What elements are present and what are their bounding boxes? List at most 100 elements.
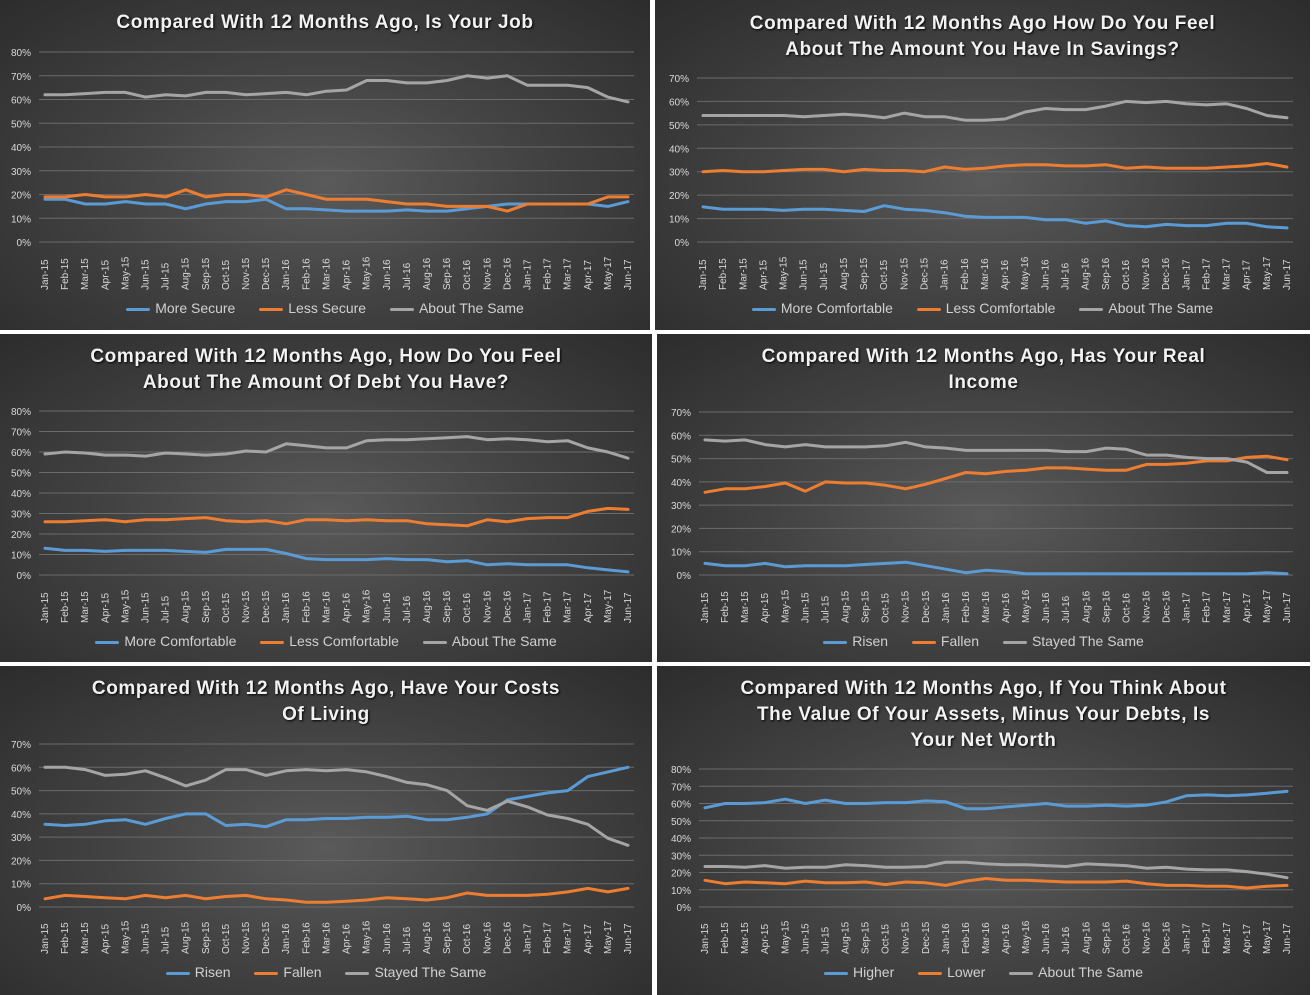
data-point bbox=[606, 450, 610, 454]
chart-title-line: Compared With 12 Months Ago, Is Your Job bbox=[116, 12, 534, 33]
data-point bbox=[285, 188, 288, 191]
data-point bbox=[244, 823, 248, 826]
data-point bbox=[1064, 164, 1067, 168]
data-point bbox=[1185, 794, 1188, 797]
y-tick-label: 30% bbox=[671, 501, 691, 512]
data-point bbox=[864, 880, 867, 884]
data-point bbox=[365, 198, 368, 201]
data-point bbox=[1024, 804, 1028, 807]
data-point bbox=[546, 813, 549, 817]
x-tick-label: Jan-16 bbox=[281, 592, 292, 623]
data-point bbox=[626, 766, 630, 769]
data-point bbox=[43, 766, 47, 769]
data-point bbox=[1145, 463, 1148, 466]
x-tick-label: Oct-15 bbox=[879, 260, 890, 290]
data-point bbox=[964, 807, 968, 810]
data-point bbox=[764, 801, 767, 804]
data-point bbox=[285, 442, 288, 445]
data-point bbox=[1084, 222, 1087, 225]
data-point bbox=[703, 806, 707, 810]
x-tick-label: Apr-17 bbox=[583, 924, 594, 954]
legend-swatch bbox=[165, 971, 190, 975]
data-point bbox=[345, 209, 348, 213]
data-point bbox=[1044, 864, 1048, 867]
y-tick-label: 50% bbox=[11, 469, 31, 480]
data-point bbox=[1044, 879, 1048, 883]
data-point bbox=[1024, 879, 1028, 882]
x-tick-label: Jan-17 bbox=[522, 592, 533, 623]
data-point bbox=[1225, 794, 1228, 797]
data-point bbox=[1003, 164, 1007, 168]
y-tick-label: 10% bbox=[11, 551, 31, 562]
x-tick-label: Jan-15 bbox=[40, 923, 51, 954]
data-point bbox=[365, 816, 368, 819]
data-point bbox=[1265, 114, 1269, 117]
x-tick-label: Jun-16 bbox=[1041, 923, 1052, 954]
y-tick-label: 30% bbox=[11, 833, 31, 844]
chart-legend: More Secure Less Secure About The Same bbox=[0, 300, 650, 316]
y-tick-label: 0% bbox=[677, 903, 692, 914]
data-point bbox=[325, 518, 328, 521]
y-tick-label: 40% bbox=[11, 143, 31, 154]
data-point bbox=[224, 452, 228, 456]
data-point bbox=[586, 775, 589, 778]
y-tick-label: 60% bbox=[671, 431, 691, 442]
data-point bbox=[305, 193, 308, 196]
data-point bbox=[425, 558, 429, 561]
x-tick-label: Jan-16 bbox=[281, 259, 292, 290]
data-point bbox=[944, 884, 948, 887]
x-tick-label: Jun-16 bbox=[382, 923, 393, 954]
data-point bbox=[506, 437, 509, 440]
data-point bbox=[184, 894, 187, 897]
data-point bbox=[144, 95, 147, 99]
data-point bbox=[903, 208, 906, 211]
y-tick-label: 60% bbox=[11, 448, 31, 459]
data-point bbox=[1044, 466, 1048, 470]
data-point bbox=[1185, 572, 1188, 576]
data-point bbox=[486, 894, 489, 897]
x-tick-label: Apr-16 bbox=[342, 924, 353, 954]
x-tick-label: May-16 bbox=[362, 920, 373, 954]
x-tick-label: Aug-16 bbox=[1081, 257, 1092, 290]
legend-item: More Secure bbox=[126, 300, 235, 316]
chart-panel-job: Compared With 12 Months Ago, Is Your Job… bbox=[0, 0, 650, 330]
data-point bbox=[104, 774, 107, 777]
x-tick-label: Jun-15 bbox=[799, 259, 810, 290]
data-point bbox=[486, 563, 489, 566]
chart-title: Compared With 12 Months Ago, Have Your C… bbox=[0, 676, 652, 728]
data-point bbox=[425, 437, 429, 440]
data-point bbox=[1085, 862, 1088, 866]
data-point bbox=[762, 208, 765, 211]
data-point bbox=[1205, 572, 1208, 576]
y-tick-label: 10% bbox=[671, 886, 691, 897]
x-tick-label: Feb-17 bbox=[1202, 922, 1213, 954]
data-point bbox=[445, 560, 449, 563]
data-point bbox=[124, 200, 127, 203]
legend-label: Less Secure bbox=[288, 300, 367, 316]
chart-title-line: Compared With 12 Months Ago, Has Your Re… bbox=[761, 346, 1206, 367]
x-tick-label: Feb-16 bbox=[301, 922, 312, 954]
chart-title-line: Compared With 12 Months Ago How Do You F… bbox=[749, 13, 1216, 34]
data-point bbox=[445, 79, 449, 82]
x-tick-label: May-15 bbox=[120, 920, 131, 954]
x-tick-label: Sep-15 bbox=[201, 921, 212, 954]
data-point bbox=[1165, 800, 1168, 803]
data-point bbox=[1004, 449, 1008, 452]
data-point bbox=[586, 86, 589, 89]
legend-label: Lower bbox=[947, 964, 986, 980]
data-point bbox=[264, 450, 268, 454]
data-point bbox=[124, 453, 127, 457]
data-point bbox=[1124, 167, 1128, 170]
x-tick-label: Sep-16 bbox=[442, 257, 453, 290]
data-point bbox=[204, 516, 208, 519]
data-point bbox=[445, 436, 449, 439]
x-tick-label: Jan-15 bbox=[700, 592, 711, 623]
data-point bbox=[405, 202, 409, 206]
y-tick-label: 0% bbox=[17, 238, 32, 249]
data-point bbox=[1065, 804, 1068, 808]
y-tick-label: 30% bbox=[669, 168, 689, 179]
x-tick-label: May-15 bbox=[779, 256, 790, 290]
chart-title-line: About The Amount Of Debt You Have? bbox=[142, 372, 510, 393]
x-tick-label: Nov-15 bbox=[901, 590, 912, 623]
x-tick-label: Feb-16 bbox=[960, 258, 971, 290]
